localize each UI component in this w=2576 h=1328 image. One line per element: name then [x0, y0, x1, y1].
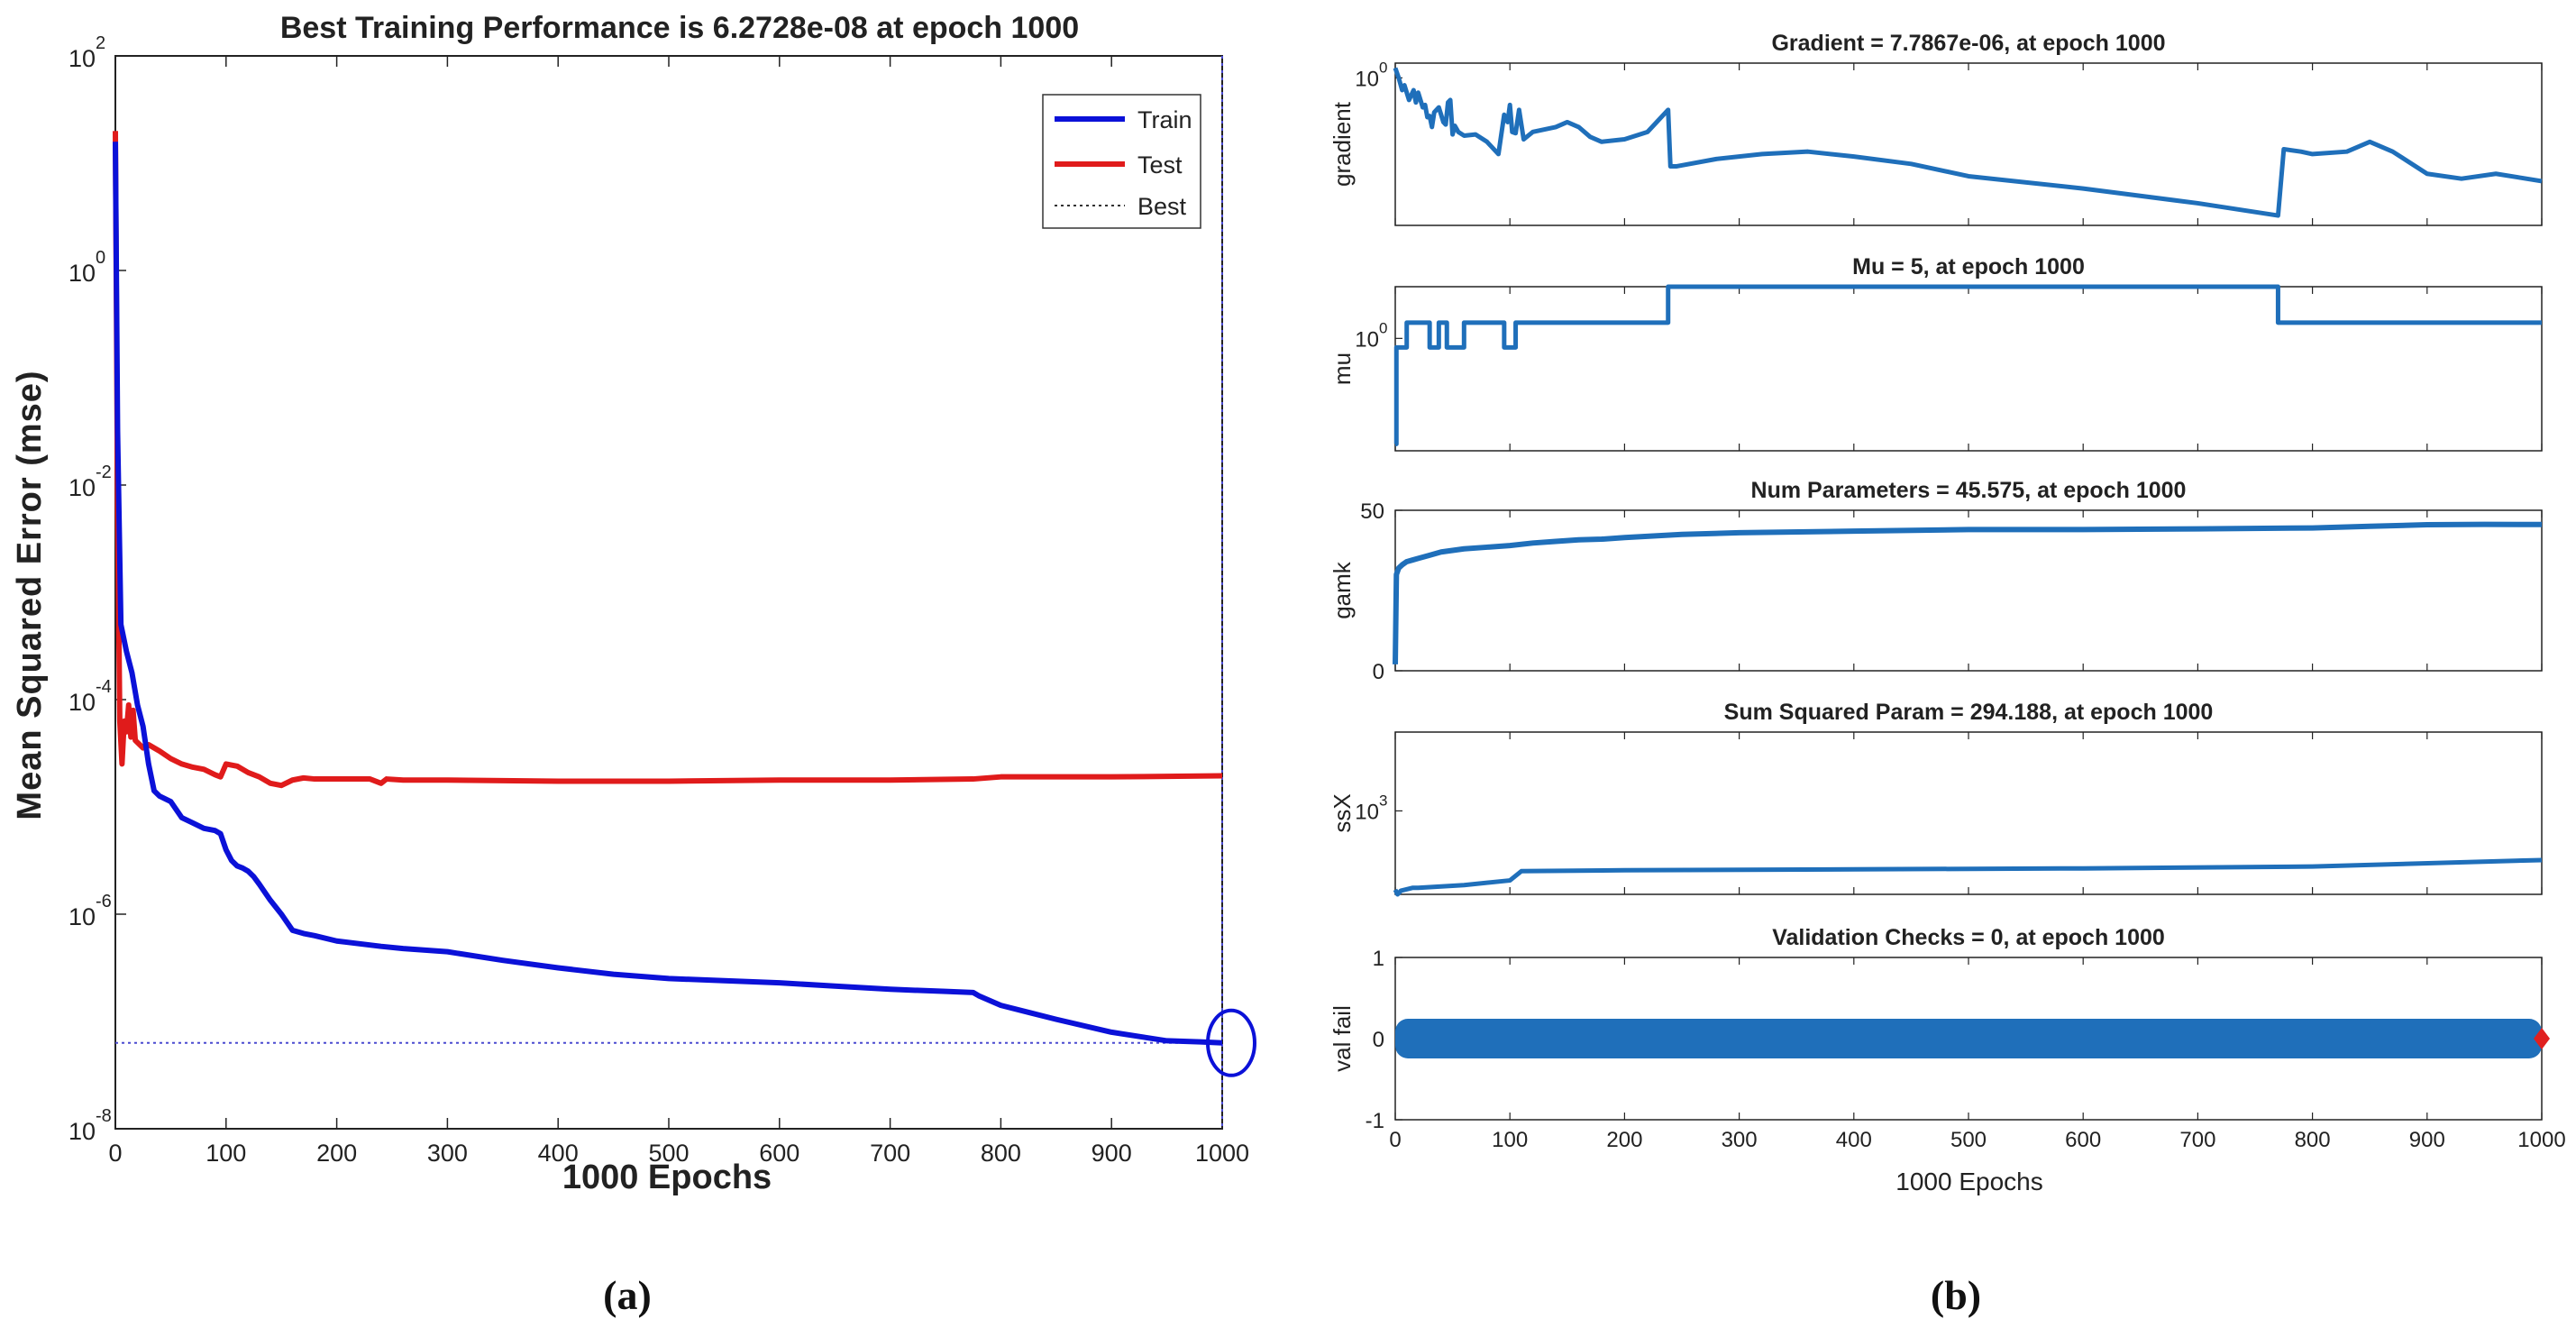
a-ytick-label: 10 — [69, 689, 96, 716]
b-ytick-label: 10 — [1355, 800, 1379, 824]
panel-b-caption: (b) — [1931, 1272, 1981, 1318]
a-ytick-exponent: -6 — [96, 892, 112, 911]
b-xtick-label: 300 — [1722, 1128, 1758, 1152]
b-ytick-label: 1 — [1373, 947, 1384, 971]
panel-a: Best Training Performance is 6.2728e-08 … — [11, 11, 1256, 1196]
subplot-ylabel: ssX — [1329, 793, 1356, 832]
panel-a-grid-ticks: 0 100 200 300 400 500 600 700 800 900 100010210010… — [69, 33, 1249, 1167]
b-ytick-label: 10 — [1355, 67, 1379, 91]
subplot-ylabel: mu — [1329, 353, 1356, 385]
a-xtick-label: 500 — [648, 1140, 689, 1167]
a-ytick-exponent: 2 — [96, 33, 105, 53]
subplot-title: Validation Checks = 0, at epoch 1000 — [1772, 925, 2165, 950]
b-ytick-label: -1 — [1366, 1109, 1384, 1133]
subplot-ylabel: gamk — [1329, 561, 1356, 619]
subplot-title: Gradient = 7.7867e-06, at epoch 1000 — [1771, 31, 2165, 56]
subplot-series — [1393, 521, 2543, 664]
b-xtick-label: 500 — [1950, 1128, 1987, 1152]
b-ytick-exponent: 0 — [1379, 319, 1387, 336]
subplot-axes — [1394, 62, 2543, 226]
b-xtick-label: 100 — [1492, 1128, 1528, 1152]
subplot-gamk: Num Parameters = 45.575, at epoch 1000 ga… — [1329, 478, 2543, 684]
a-ytick-label: 10 — [69, 260, 96, 287]
subplot-gradient: Gradient = 7.7867e-06, at epoch 1000 grad… — [1329, 31, 2543, 226]
a-ytick-label: 10 — [69, 45, 96, 72]
b-xtick-label: 0 — [1389, 1128, 1401, 1152]
series-test — [113, 131, 1223, 789]
b-ytick-label: 0 — [1373, 1028, 1384, 1052]
a-xtick-label: 1000 — [1195, 1140, 1249, 1167]
panel-a-title: Best Training Performance is 6.2728e-08 … — [280, 11, 1079, 45]
b-xtick-label: 900 — [2409, 1128, 2445, 1152]
b-ytick-exponent: 3 — [1379, 792, 1387, 809]
a-ytick-label: 10 — [69, 903, 96, 930]
b-xtick-label: 1000 — [2517, 1128, 2565, 1152]
a-xtick-label: 200 — [316, 1140, 357, 1167]
subplot-title: Sum Squared Param = 294.188, at epoch 10… — [1724, 700, 2214, 725]
subplot-series — [1393, 284, 2542, 447]
b-xtick-label: 400 — [1836, 1128, 1872, 1152]
panel-b-xlabel: 1000 Epochs — [1895, 1168, 2042, 1195]
b-xtick-label: 600 — [2065, 1128, 2101, 1152]
a-ytick-label: 10 — [69, 1118, 96, 1145]
subplot-ssX: Sum Squared Param = 294.188, at epoch 10… — [1329, 700, 2543, 897]
subplot-val-fail: Validation Checks = 0, at epoch 1000 val … — [1329, 925, 2566, 1152]
a-xtick-label: 400 — [538, 1140, 579, 1167]
subplot-ylabel: val fail — [1329, 1005, 1356, 1072]
b-xtick-label: 700 — [2179, 1128, 2215, 1152]
a-xtick-label: 100 — [206, 1140, 246, 1167]
subplot-series — [1393, 67, 2543, 218]
subplot-title: Num Parameters = 45.575, at epoch 1000 — [1751, 478, 2187, 503]
b-xtick-label: 200 — [1606, 1128, 1642, 1152]
a-ytick-exponent: -4 — [96, 677, 112, 697]
panel-a-xlabel: 1000 Epochs — [562, 1159, 772, 1196]
a-ytick-exponent: -2 — [96, 463, 112, 482]
panel-a-caption: (a) — [603, 1272, 652, 1318]
subplot-ylabel: gradient — [1329, 101, 1356, 187]
b-ytick-label: 10 — [1355, 327, 1379, 352]
panel-b-subplots: Gradient = 7.7867e-06, at epoch 1000 grad… — [1329, 31, 2566, 1152]
panel-a-plot — [113, 56, 1256, 1129]
a-ytick-label: 10 — [69, 474, 96, 501]
subplot-series — [1393, 857, 2543, 897]
a-xtick-label: 700 — [870, 1140, 910, 1167]
a-ytick-exponent: -8 — [96, 1106, 112, 1126]
b-xtick-label: 800 — [2295, 1128, 2331, 1152]
val-fail-end-marker — [2534, 1028, 2550, 1049]
a-xtick-label: 0 — [108, 1140, 122, 1167]
best-marker — [1206, 1008, 1256, 1077]
b-ytick-label: 0 — [1373, 660, 1384, 684]
subplot-title: Mu = 5, at epoch 1000 — [1852, 254, 2085, 279]
a-xtick-label: 900 — [1092, 1140, 1132, 1167]
a-xtick-label: 300 — [427, 1140, 468, 1167]
a-xtick-label: 600 — [759, 1140, 799, 1167]
panel-b: Gradient = 7.7867e-06, at epoch 1000 grad… — [1329, 31, 2566, 1195]
a-ytick-exponent: 0 — [96, 248, 105, 268]
series-train — [113, 142, 1223, 1046]
a-xtick-label: 800 — [981, 1140, 1021, 1167]
subplot-axes — [1394, 286, 2543, 452]
legend-best-label: Best — [1137, 193, 1187, 220]
legend-test-label: Test — [1137, 151, 1183, 179]
val-fail-band — [1395, 1019, 2542, 1058]
b-ytick-label: 50 — [1360, 499, 1384, 524]
legend-train-label: Train — [1137, 106, 1192, 133]
panel-a-ylabel: Mean Squared Error (mse) — [11, 370, 49, 820]
subplot-axes — [1394, 509, 2543, 672]
b-ytick-exponent: 0 — [1379, 59, 1387, 76]
panel-a-legend: Train Test Best — [1042, 94, 1201, 229]
